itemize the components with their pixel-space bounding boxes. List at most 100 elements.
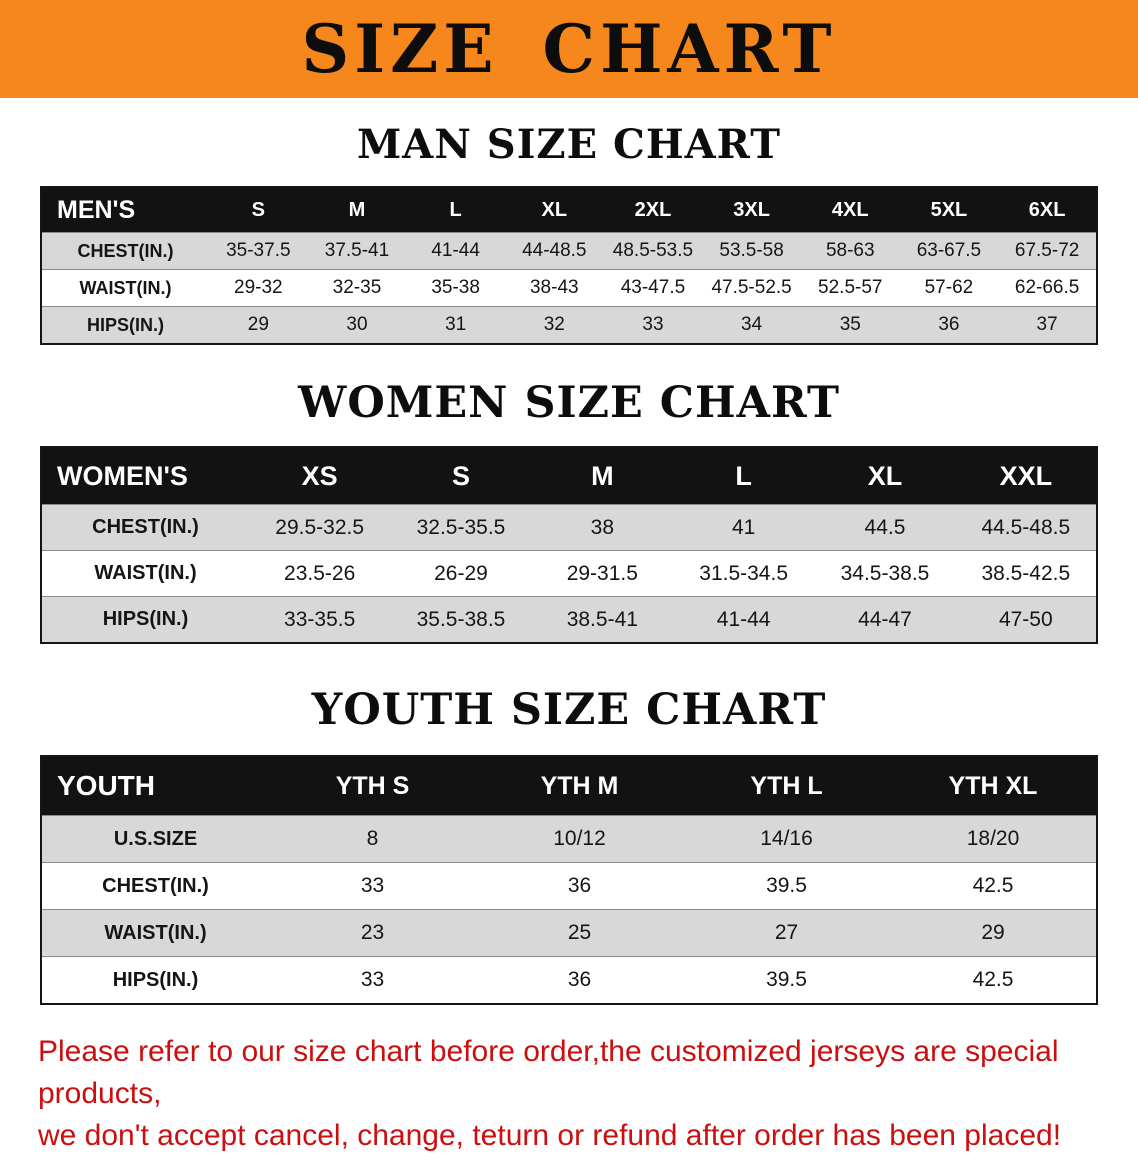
table-cell: 42.5 [972, 968, 1014, 992]
table-row: HIPS(IN.) 29 30 31 32 33 34 35 36 37 [41, 306, 1097, 344]
row-label: HIPS(IN.) [112, 968, 199, 991]
table-cell: 44.5 [864, 515, 906, 539]
table-cell: 47.5-52.5 [711, 277, 792, 298]
table-row: CHEST(IN.) 33 36 39.5 42.5 [41, 862, 1097, 910]
page-title: SIZE CHART [301, 10, 837, 88]
table-cell: 10/12 [553, 827, 606, 851]
table-corner-header: WOMEN'S [41, 447, 249, 505]
table-cell: 53.5-58 [719, 240, 784, 261]
footer-note: Please refer to our size chart before or… [38, 1031, 1118, 1157]
women-section-heading: WOMEN SIZE CHART [298, 378, 840, 428]
table-header-row: WOMEN'S XS S M L XL XXL [41, 447, 1097, 505]
table-cell: 33-35.5 [284, 607, 356, 631]
table-row: CHEST(IN.) 29.5-32.5 32.5-35.5 38 41 44.5 44.5… [41, 504, 1097, 551]
row-label: HIPS(IN.) [102, 608, 189, 631]
row-label: CHEST(IN.) [102, 874, 209, 897]
row-label: HIPS(IN.) [86, 314, 164, 335]
table-corner-header: YOUTH [41, 756, 269, 816]
table-cell: 36 [567, 968, 592, 992]
column-header: L [672, 447, 815, 505]
table-cell: 29-31.5 [566, 561, 638, 585]
column-header: 6XL [998, 187, 1097, 233]
table-cell: 32.5-35.5 [416, 515, 506, 539]
row-label: WAIST(IN.) [79, 277, 172, 298]
column-header: 3XL [702, 187, 801, 233]
table-cell: 23 [360, 921, 385, 945]
column-header: M [531, 447, 673, 505]
youth-section-heading: YOUTH SIZE CHART [311, 685, 827, 736]
table-cell: 52.5-57 [818, 277, 883, 298]
column-header: M [307, 187, 407, 233]
table-row: HIPS(IN.) 33 36 39.5 42.5 [41, 956, 1097, 1005]
table-cell: 39.5 [766, 968, 807, 992]
table-cell: 41-44 [716, 607, 771, 631]
table-cell: 63-67.5 [916, 240, 982, 261]
table-cell: 35-38 [431, 277, 480, 298]
table-cell: 29 [247, 314, 269, 335]
youth-size-section: YOUTH SIZE CHART YOUTH YTH S YTH M YTH L YTH… [0, 685, 1138, 1006]
column-header: YTH M [476, 756, 683, 816]
column-header: L [406, 187, 505, 233]
column-header: S [209, 187, 308, 233]
table-cell: 44.5-48.5 [981, 515, 1071, 539]
table-cell: 47-50 [998, 607, 1053, 631]
row-label: U.S.SIZE [113, 827, 198, 850]
table-cell: 26-29 [434, 561, 488, 585]
table-cell: 18/20 [966, 827, 1020, 851]
table-row: WAIST(IN.) 23 25 27 29 [41, 909, 1097, 957]
table-cell: 38-43 [529, 277, 579, 298]
youth-size-table: YOUTH YTH S YTH M YTH L YTH XL U.S.SIZE 8 10/12… [40, 755, 1098, 1006]
table-cell: 23.5-26 [284, 561, 356, 585]
table-cell: 38.5-42.5 [981, 561, 1071, 585]
table-cell: 43-47.5 [620, 277, 686, 298]
table-cell: 62-66.5 [1014, 277, 1080, 298]
table-cell: 30 [346, 314, 368, 335]
column-header: S [390, 447, 532, 505]
table-cell: 41 [731, 515, 756, 539]
table-cell: 34 [741, 314, 763, 335]
table-cell: 48.5-53.5 [612, 240, 694, 261]
row-label: CHEST(IN.) [77, 240, 174, 261]
column-header: XL [814, 447, 956, 505]
table-cell: 14/16 [760, 827, 813, 851]
table-cell: 57-62 [924, 277, 974, 298]
table-row: U.S.SIZE 8 10/12 14/16 18/20 [41, 815, 1097, 863]
size-chart-banner: SIZE CHART [0, 0, 1138, 98]
table-cell: 32 [543, 314, 565, 335]
table-cell: 31 [445, 314, 467, 335]
table-row: HIPS(IN.) 33-35.5 35.5-38.5 38.5-41 41-44 44-… [41, 596, 1097, 644]
table-cell: 67.5-72 [1014, 240, 1080, 261]
table-cell: 34.5-38.5 [840, 561, 930, 585]
table-cell: 33 [360, 874, 385, 898]
column-header: 5XL [899, 187, 999, 233]
table-cell: 58-63 [825, 240, 875, 261]
table-cell: 44-47 [858, 607, 912, 631]
column-header: YTH XL [890, 756, 1097, 816]
table-cell: 35.5-38.5 [416, 607, 506, 631]
table-cell: 39.5 [766, 874, 807, 898]
table-cell: 8 [366, 827, 379, 851]
table-cell: 25 [567, 921, 592, 945]
row-label: WAIST(IN.) [94, 562, 197, 585]
table-header-row: YOUTH YTH S YTH M YTH L YTH XL [41, 756, 1097, 816]
footer-line-2: we don't accept cancel, change, teturn o… [38, 1119, 1062, 1153]
table-cell: 29 [981, 921, 1005, 945]
table-row: CHEST(IN.) 35-37.5 37.5-41 41-44 44-48.5 48.5… [41, 232, 1097, 270]
men-section-heading: MAN SIZE CHART [357, 121, 781, 168]
column-header: YTH L [683, 756, 890, 816]
men-size-section: MAN SIZE CHART MEN'S S M L XL 2XL 3XL 4XL 5XL 6XL… [0, 124, 1138, 345]
row-label: CHEST(IN.) [92, 516, 199, 539]
women-size-section: WOMEN SIZE CHART WOMEN'S XS S M L XL XXL CHEST(… [0, 378, 1138, 645]
table-cell: 37.5-41 [324, 240, 390, 261]
table-cell: 35 [839, 314, 861, 335]
men-size-table: MEN'S S M L XL 2XL 3XL 4XL 5XL 6XL CHEST(IN.) 35-37… [40, 186, 1098, 345]
table-corner-header: MEN'S [41, 187, 209, 233]
table-cell: 37 [1036, 314, 1058, 335]
column-header: XXL [955, 447, 1097, 505]
column-header: YTH S [269, 756, 476, 816]
column-header: 4XL [800, 187, 900, 233]
table-cell: 42.5 [972, 874, 1014, 898]
table-cell: 36 [567, 874, 592, 898]
table-cell: 41-44 [431, 240, 480, 261]
table-row: WAIST(IN.) 29-32 32-35 35-38 38-43 43-47.5 47.… [41, 269, 1097, 307]
